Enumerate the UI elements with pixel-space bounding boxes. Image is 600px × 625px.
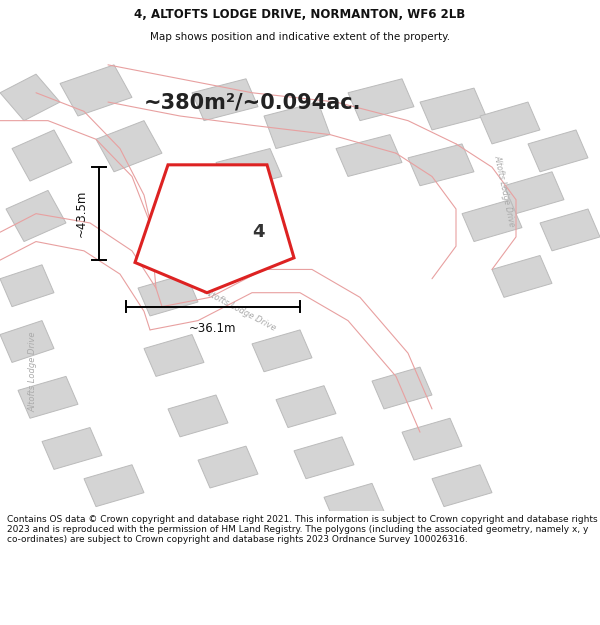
Polygon shape (432, 465, 492, 507)
Text: Altofts Lodge Drive: Altofts Lodge Drive (29, 331, 37, 412)
Polygon shape (18, 376, 78, 418)
Text: 4: 4 (252, 223, 264, 241)
Text: ~43.5m: ~43.5m (75, 190, 88, 238)
Polygon shape (480, 102, 540, 144)
Text: ~380m²/~0.094ac.: ~380m²/~0.094ac. (143, 92, 361, 112)
Polygon shape (372, 367, 432, 409)
Text: Contains OS data © Crown copyright and database right 2021. This information is : Contains OS data © Crown copyright and d… (7, 514, 598, 544)
Polygon shape (504, 172, 564, 214)
Text: Map shows position and indicative extent of the property.: Map shows position and indicative extent… (150, 32, 450, 43)
Polygon shape (0, 74, 60, 121)
Polygon shape (264, 102, 330, 149)
Polygon shape (408, 144, 474, 186)
Polygon shape (192, 79, 258, 121)
Polygon shape (12, 130, 72, 181)
Polygon shape (276, 386, 336, 428)
Polygon shape (294, 437, 354, 479)
Polygon shape (348, 79, 414, 121)
Polygon shape (462, 200, 522, 241)
Polygon shape (60, 65, 132, 116)
Polygon shape (42, 428, 102, 469)
Polygon shape (144, 334, 204, 376)
Polygon shape (198, 446, 258, 488)
Polygon shape (138, 274, 198, 316)
Polygon shape (420, 88, 486, 130)
Polygon shape (168, 395, 228, 437)
Polygon shape (492, 256, 552, 298)
Text: Altofts Lodge Drive: Altofts Lodge Drive (202, 288, 278, 333)
Polygon shape (84, 465, 144, 507)
Text: 4, ALTOFTS LODGE DRIVE, NORMANTON, WF6 2LB: 4, ALTOFTS LODGE DRIVE, NORMANTON, WF6 2… (134, 8, 466, 21)
Polygon shape (540, 209, 600, 251)
Polygon shape (402, 418, 462, 460)
Polygon shape (0, 321, 54, 362)
Polygon shape (96, 121, 162, 172)
Polygon shape (324, 483, 384, 525)
Polygon shape (528, 130, 588, 172)
Text: Altofts Lodge Drive: Altofts Lodge Drive (492, 154, 516, 227)
Polygon shape (336, 134, 402, 176)
Polygon shape (135, 165, 294, 292)
Polygon shape (0, 265, 54, 307)
Polygon shape (252, 330, 312, 372)
Text: ~36.1m: ~36.1m (189, 321, 237, 334)
Polygon shape (216, 149, 282, 191)
Polygon shape (6, 191, 66, 241)
